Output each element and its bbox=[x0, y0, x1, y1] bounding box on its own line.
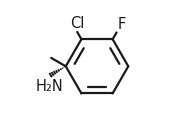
Text: F: F bbox=[118, 17, 126, 32]
Text: H₂N: H₂N bbox=[35, 79, 63, 94]
Text: Cl: Cl bbox=[70, 16, 84, 31]
